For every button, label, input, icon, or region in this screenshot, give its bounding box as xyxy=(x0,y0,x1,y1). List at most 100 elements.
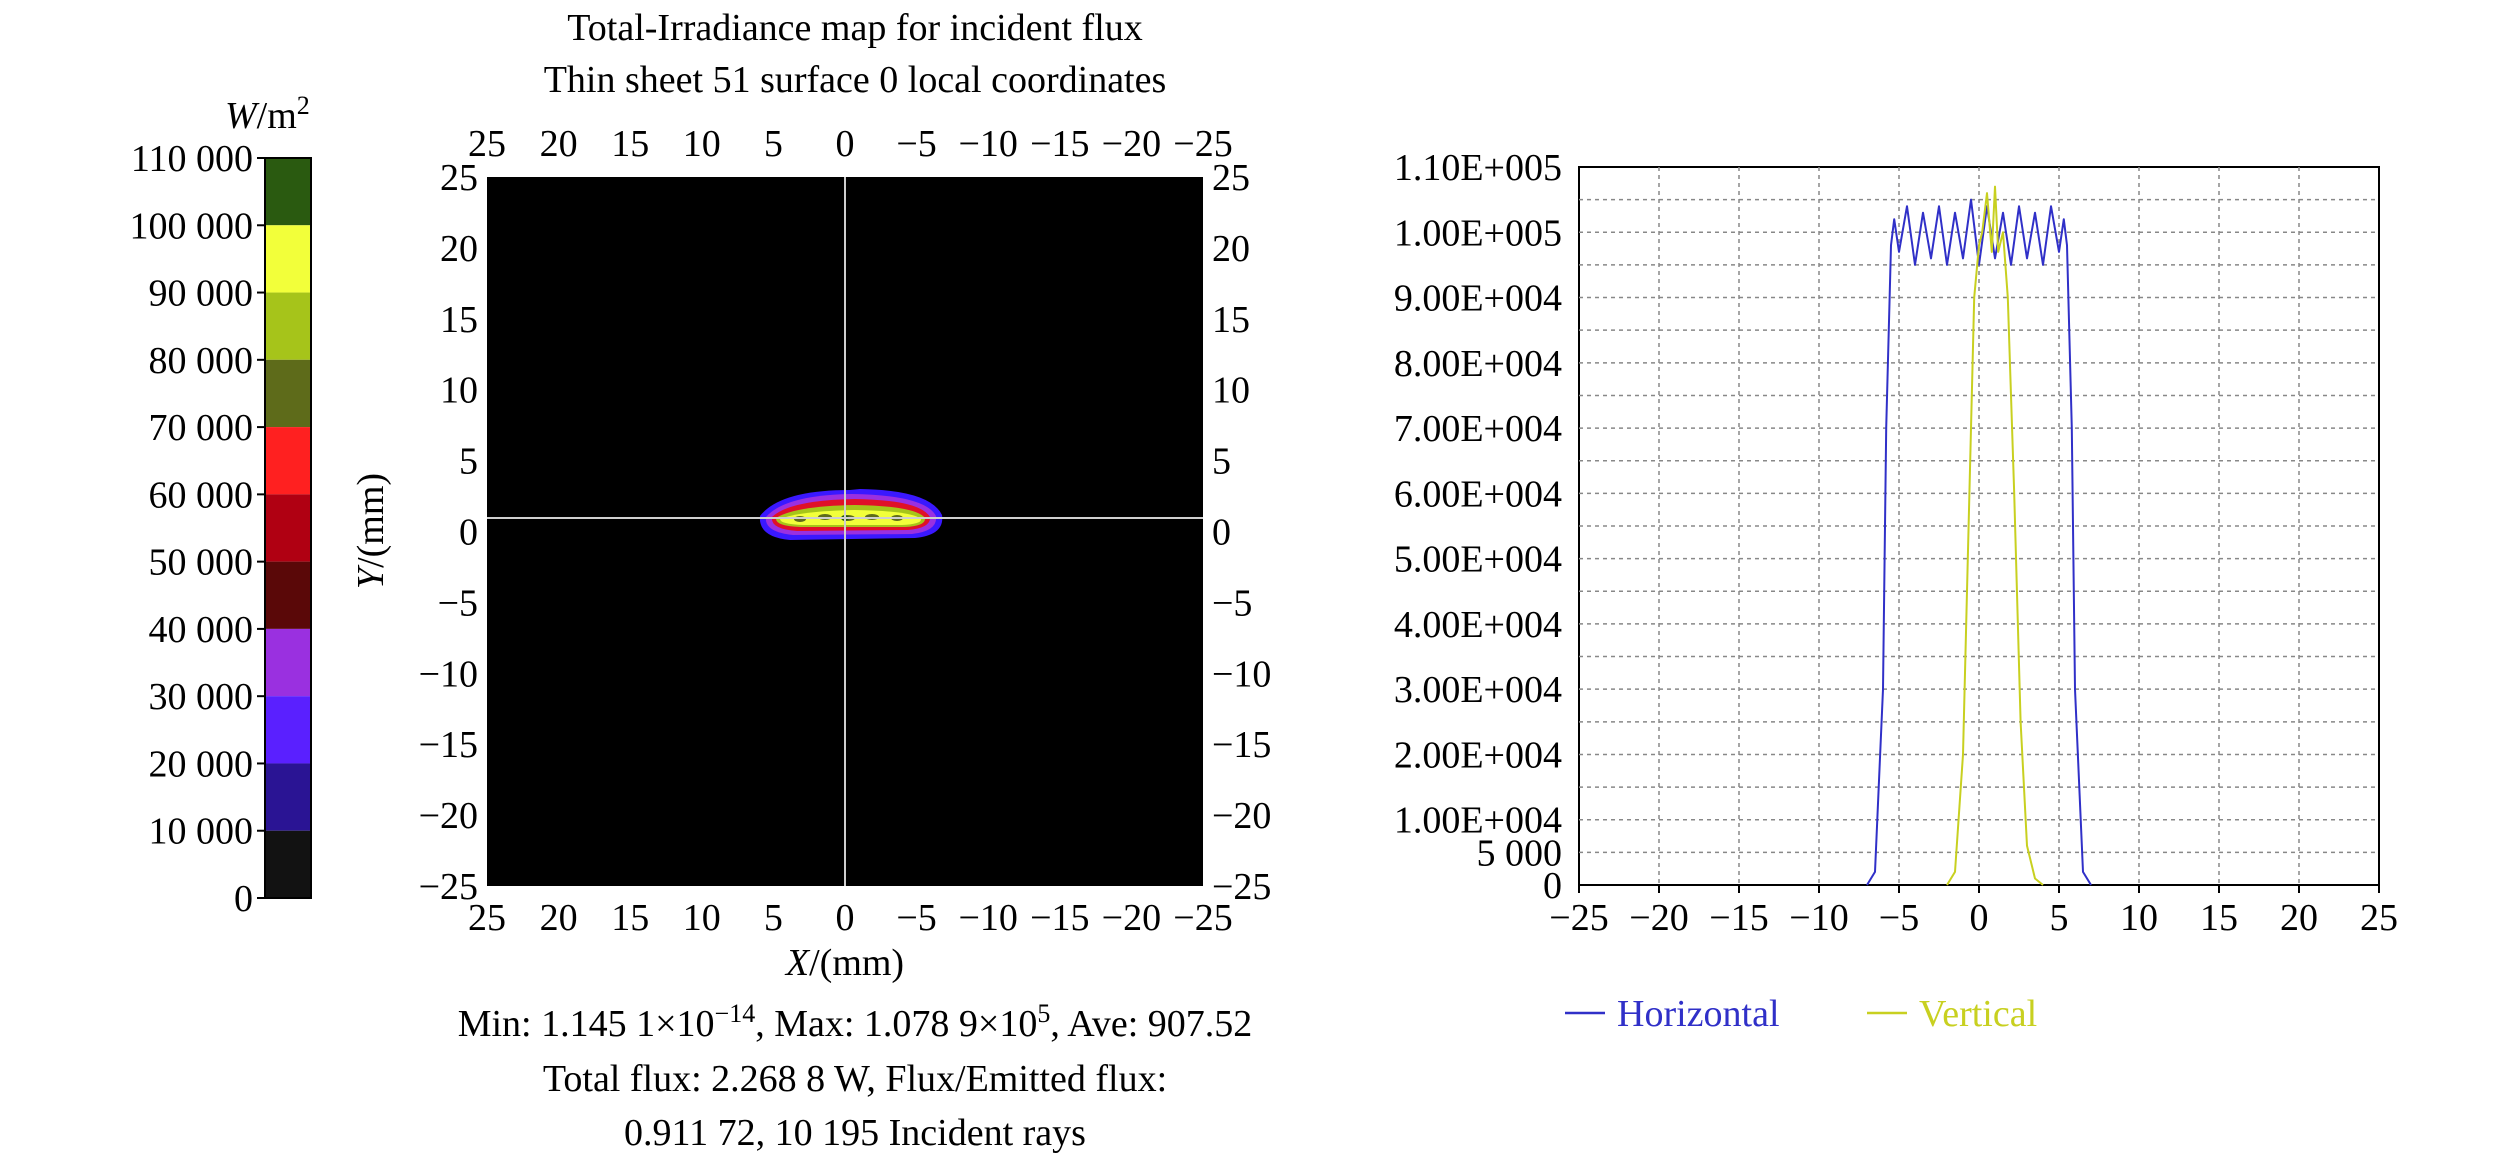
map-ylabel-unit: /(mm) xyxy=(350,473,392,568)
profile-y-tick-label: 2.00E+004 xyxy=(1394,734,1562,776)
stats-ave-label: , Ave: 907.52 xyxy=(1050,1003,1252,1045)
profile-x-ticks: −25 −20 −15 −10 −5 0 5 10 15 20 25 xyxy=(1549,897,2398,939)
colorbar-swatch xyxy=(265,830,311,898)
map-y-tick-label: 15 xyxy=(1212,299,1250,341)
series-line-vertical xyxy=(1946,185,2044,886)
map-x-tick-label: 10 xyxy=(683,897,721,939)
stats-min-label: Min: 1.145 1×10 xyxy=(458,1003,715,1045)
profile-chart: 1.10E+005 1.00E+005 9.00E+004 8.00E+004 7.00… xyxy=(1394,147,2398,1035)
colorbar-unit-exp: 2 xyxy=(297,91,310,120)
map-y-tick-label: −5 xyxy=(1212,582,1252,624)
map-x-ticks-bottom: 25 20 15 10 5 0 −5 −10 −15 −20 −25 xyxy=(468,897,1233,939)
map-y-tick-label: 0 xyxy=(1212,512,1231,554)
map-y-tick-label: 5 xyxy=(459,441,478,483)
colorbar-tick-label: 0 xyxy=(234,878,253,920)
map-y-ticks-left: 25 20 15 10 5 0 −5 −10 −15 −20 −25 xyxy=(419,157,478,908)
map-x-tick-label: −15 xyxy=(1030,123,1089,165)
colorbar-tick-label: 40 000 xyxy=(149,609,254,651)
colorbar-swatch xyxy=(265,158,311,226)
stats-min-exp: −14 xyxy=(715,999,756,1028)
map-title-line1: Total-Irradiance map for incident flux xyxy=(567,7,1143,49)
map-x-tick-label: −5 xyxy=(896,897,936,939)
map-y-tick-label: 20 xyxy=(440,228,478,270)
colorbar-swatch xyxy=(265,628,311,697)
legend-label-horizontal: Horizontal xyxy=(1617,993,1780,1035)
colorbar-unit-main: W xyxy=(225,95,260,137)
colorbar-swatches xyxy=(264,157,312,899)
legend-label-vertical: Vertical xyxy=(1919,993,2037,1035)
colorbar-tick-label: 60 000 xyxy=(149,474,254,516)
map-y-tick-label: −15 xyxy=(1212,724,1271,766)
map-y-tick-label: 25 xyxy=(440,157,478,199)
irradiance-spot xyxy=(759,489,943,540)
map-x-tick-label: 10 xyxy=(683,123,721,165)
map-stats-line3: 0.911 72, 10 195 Incident rays xyxy=(624,1112,1086,1154)
map-y-tick-label: 20 xyxy=(1212,228,1250,270)
map-x-tick-label: −10 xyxy=(958,897,1017,939)
colorbar-tick-label: 50 000 xyxy=(149,542,254,584)
profile-series xyxy=(1866,185,2092,886)
map-xlabel: X/(mm) xyxy=(784,942,904,984)
irradiance-map: Total-Irradiance map for incident flux T… xyxy=(350,7,1271,1154)
map-x-tick-label: −25 xyxy=(1173,897,1232,939)
map-y-tick-label: 10 xyxy=(1212,370,1250,412)
map-x-tick-label: −10 xyxy=(958,123,1017,165)
map-ylabel: Y/(mm) xyxy=(350,473,392,589)
map-x-tick-label: −20 xyxy=(1102,897,1161,939)
profile-y-tick-label: 8.00E+004 xyxy=(1394,343,1562,385)
map-x-tick-label: −25 xyxy=(1173,123,1232,165)
profile-x-tick-label: −15 xyxy=(1709,897,1768,939)
map-x-tick-label: 15 xyxy=(611,897,649,939)
colorbar-unit-rest: /m xyxy=(257,95,297,137)
map-x-tick-label: 5 xyxy=(764,123,783,165)
map-y-tick-label: −5 xyxy=(438,582,478,624)
profile-x-tick-label: −20 xyxy=(1629,897,1688,939)
colorbar-swatch xyxy=(265,359,311,428)
profile-y-tick-label: 9.00E+004 xyxy=(1394,278,1562,320)
map-xlabel-unit: /(mm) xyxy=(809,942,904,984)
map-x-tick-label: 0 xyxy=(836,123,855,165)
colorbar: W/m2 110 000 100 000 90 000 80 000 70 000 60 … xyxy=(130,91,312,920)
map-y-tick-label: −15 xyxy=(419,724,478,766)
profile-x-tick-label: −5 xyxy=(1879,897,1919,939)
map-x-tick-label: 20 xyxy=(540,897,578,939)
profile-x-tick-label: 0 xyxy=(1970,897,1989,939)
colorbar-swatch xyxy=(265,427,311,495)
profile-y-tick-label: 7.00E+004 xyxy=(1394,408,1562,450)
stats-max-exp: 5 xyxy=(1037,999,1050,1028)
map-y-tick-label: 0 xyxy=(459,512,478,554)
profile-x-tick-label: 20 xyxy=(2280,897,2318,939)
map-stats-line1: Min: 1.145 1×10−14, Max: 1.078 9×105, Av… xyxy=(458,999,1253,1045)
map-x-tick-label: 20 xyxy=(540,123,578,165)
profile-y-tick-label: 3.00E+004 xyxy=(1394,669,1562,711)
colorbar-tick-label: 110 000 xyxy=(131,138,253,180)
profile-x-tick-label: 15 xyxy=(2200,897,2238,939)
stats-max-label: , Max: 1.078 9×10 xyxy=(755,1003,1037,1045)
colorbar-tick-label: 100 000 xyxy=(130,205,254,247)
colorbar-tick-label: 30 000 xyxy=(149,676,254,718)
colorbar-swatch xyxy=(265,225,311,293)
colorbar-tick-label: 20 000 xyxy=(149,743,254,785)
colorbar-swatch xyxy=(265,494,311,562)
profile-legend: Horizontal Vertical xyxy=(1565,993,2037,1035)
map-y-tick-label: 25 xyxy=(1212,157,1250,199)
profile-x-tick-label: −25 xyxy=(1549,897,1608,939)
colorbar-tick-label: 90 000 xyxy=(149,273,254,315)
colorbar-swatch xyxy=(265,763,311,831)
colorbar-tick-label: 70 000 xyxy=(149,407,254,449)
map-y-tick-label: 10 xyxy=(440,370,478,412)
map-stats-line2: Total flux: 2.268 8 W, Flux/Emitted flux… xyxy=(543,1058,1167,1100)
map-title-line2: Thin sheet 51 surface 0 local coordinate… xyxy=(544,59,1167,101)
map-y-tick-label: −20 xyxy=(1212,795,1271,837)
colorbar-unit: W/m2 xyxy=(225,91,310,137)
map-y-tick-label: −10 xyxy=(1212,653,1271,695)
colorbar-tick-label: 10 000 xyxy=(149,811,254,853)
colorbar-labels: 110 000 100 000 90 000 80 000 70 000 60 000 50… xyxy=(130,138,265,920)
profile-y-tick-label: 0 xyxy=(1543,865,1562,907)
map-x-tick-label: 5 xyxy=(764,897,783,939)
map-y-tick-label: −25 xyxy=(419,866,478,908)
map-ylabel-var: Y xyxy=(350,564,392,589)
profile-y-tick-label: 1.00E+004 xyxy=(1394,800,1562,842)
profile-y-tick-label: 4.00E+004 xyxy=(1394,604,1562,646)
